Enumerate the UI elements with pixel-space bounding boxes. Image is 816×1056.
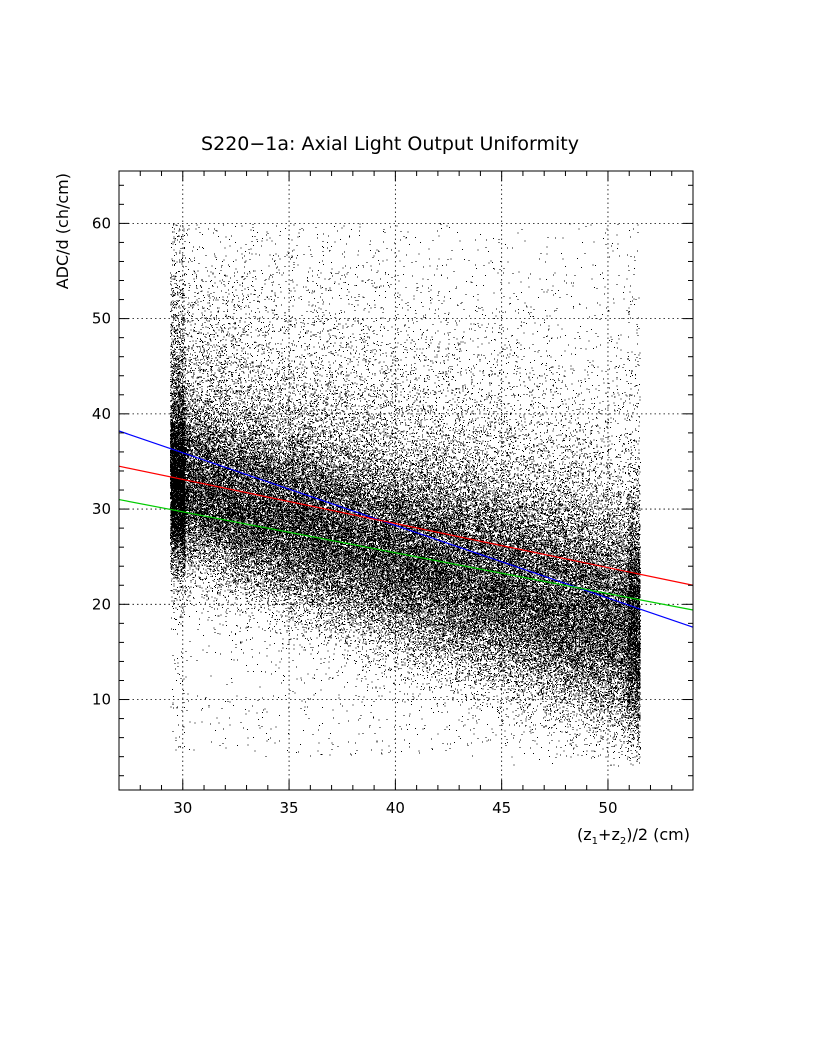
y-tick-labels: 10 20 30 40 50 60 bbox=[92, 214, 111, 708]
y-tick-label: 10 bbox=[92, 691, 111, 709]
y-tick-label: 40 bbox=[92, 405, 111, 423]
x-tick-label: 40 bbox=[386, 799, 405, 817]
fit-line-3 bbox=[118, 498, 694, 611]
x-axis-label: (z1+z2)/2 (cm) bbox=[577, 825, 690, 847]
x-tick-label: 30 bbox=[173, 799, 192, 817]
fit-lines bbox=[118, 430, 694, 628]
fit-line-1 bbox=[118, 430, 694, 628]
x-tick-label: 50 bbox=[598, 799, 617, 817]
scatter-points bbox=[170, 223, 641, 767]
chart-title: S220−1a: Axial Light Output Uniformity bbox=[201, 133, 579, 155]
axis-ticks bbox=[118, 171, 694, 790]
x-tick-labels: 30 35 40 45 50 bbox=[173, 799, 617, 817]
plot-frame bbox=[118, 170, 694, 791]
fit-line-2 bbox=[118, 465, 694, 586]
x-tick-label: 45 bbox=[492, 799, 511, 817]
y-tick-label: 20 bbox=[92, 595, 111, 613]
y-tick-label: 60 bbox=[92, 214, 111, 232]
y-tick-label: 50 bbox=[92, 310, 111, 328]
x-tick-label: 35 bbox=[280, 799, 299, 817]
scatter-cloud bbox=[170, 223, 641, 767]
y-axis-label: ADC/d (ch/cm) bbox=[53, 173, 72, 289]
y-tick-label: 30 bbox=[92, 500, 111, 518]
